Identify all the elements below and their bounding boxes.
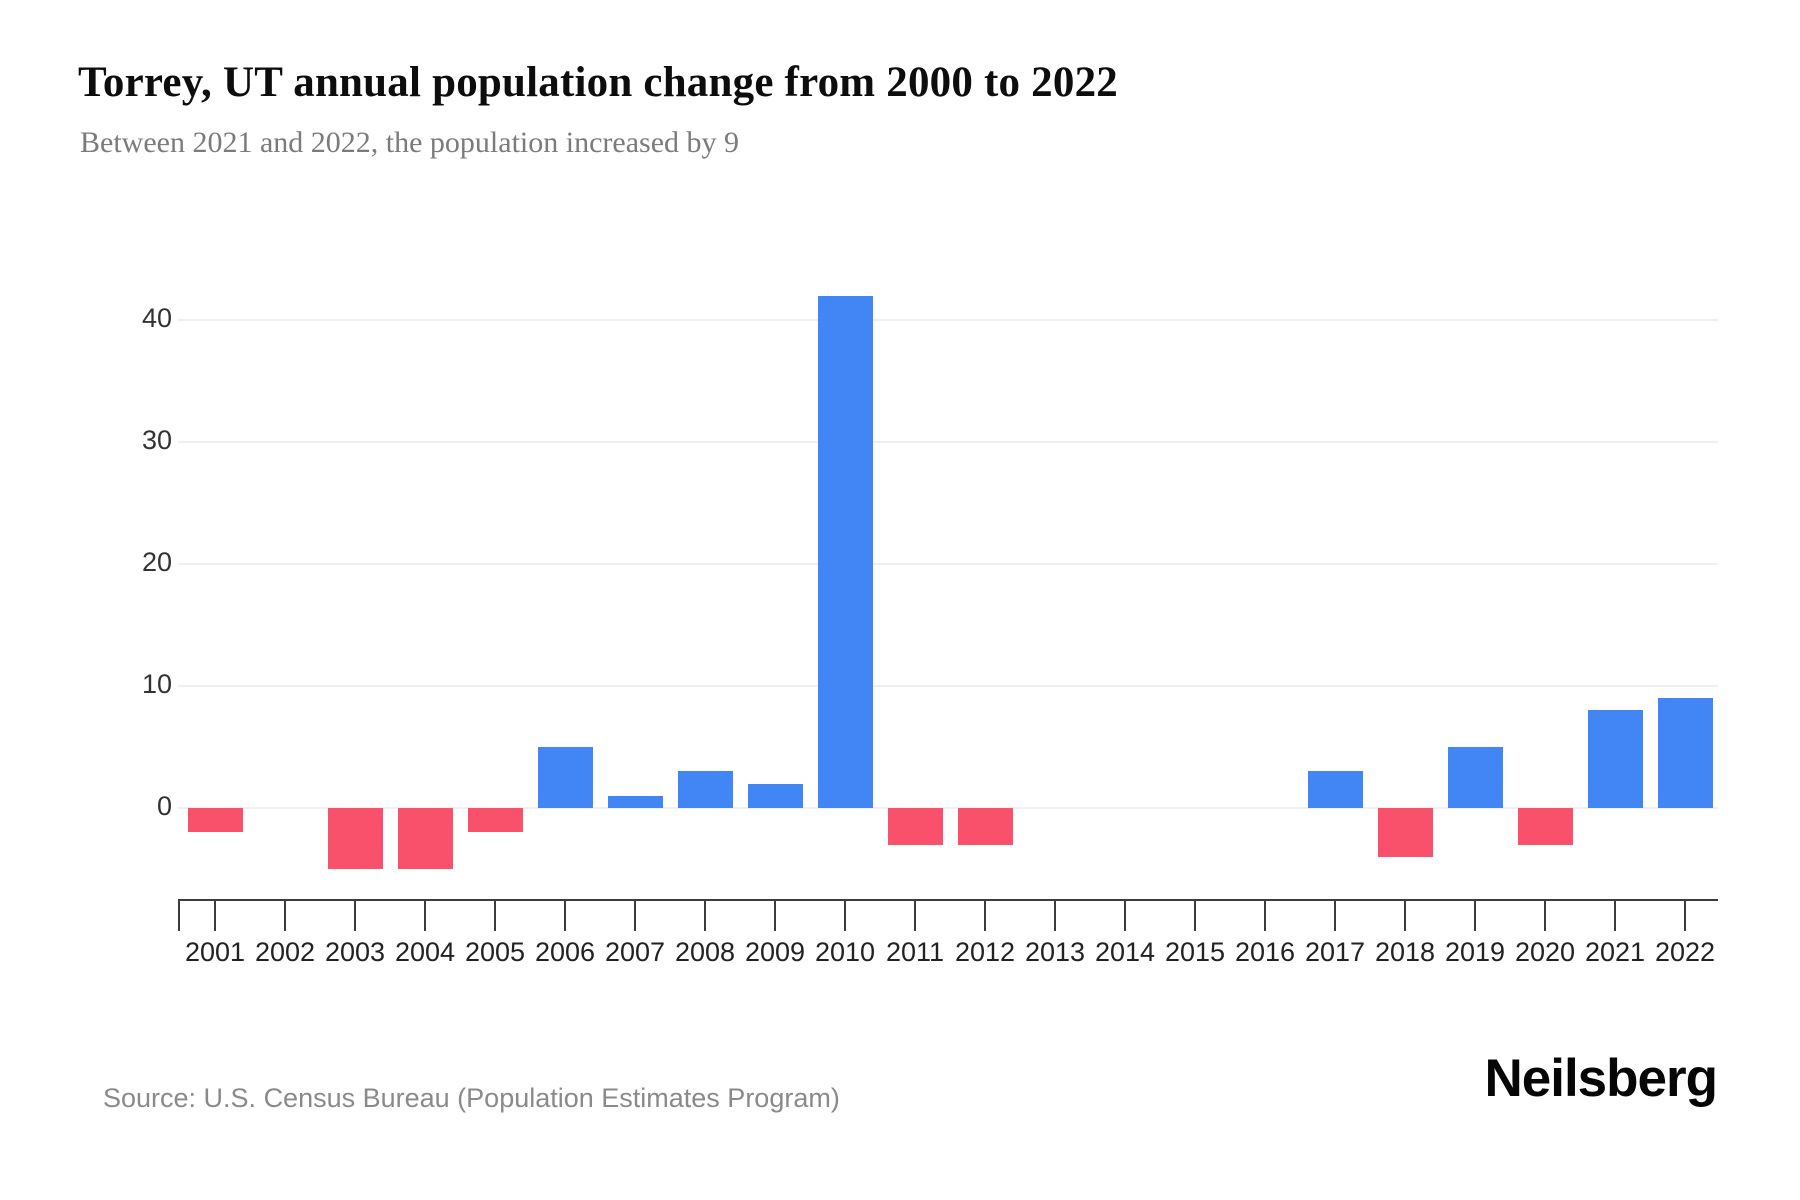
y-tick-label-0: 0 xyxy=(156,791,172,821)
chart-title: Torrey, UT annual population change from… xyxy=(78,59,1118,106)
bar-2021 xyxy=(1587,710,1643,808)
bar-2007 xyxy=(607,795,663,808)
x-tick-2017 xyxy=(1334,899,1336,931)
gridline-10 xyxy=(178,685,1718,687)
x-tick-label-2011: 2011 xyxy=(885,937,945,967)
gridline-30 xyxy=(178,441,1718,443)
chart-subtitle: Between 2021 and 2022, the population in… xyxy=(80,126,740,159)
x-tick-2015 xyxy=(1194,899,1196,931)
bar-2018 xyxy=(1377,808,1433,857)
x-tick-label-2005: 2005 xyxy=(464,937,526,967)
gridline-40 xyxy=(178,319,1718,321)
x-tick-label-2004: 2004 xyxy=(394,937,456,967)
x-tick-2008 xyxy=(704,899,706,931)
x-axis-line xyxy=(178,899,1718,901)
bar-2005 xyxy=(467,808,523,833)
bar-2009 xyxy=(747,783,803,808)
x-tick-label-2013: 2013 xyxy=(1024,937,1086,967)
x-tick-2021 xyxy=(1614,899,1616,931)
x-tick-label-2010: 2010 xyxy=(814,937,876,967)
y-tick-label-30: 30 xyxy=(141,425,172,455)
gridline-20 xyxy=(178,563,1718,565)
bar-2017 xyxy=(1307,771,1363,808)
x-tick-label-2003: 2003 xyxy=(324,937,386,967)
x-tick-label-2021: 2021 xyxy=(1584,937,1646,967)
x-tick-2010 xyxy=(844,899,846,931)
bar-2011 xyxy=(887,808,943,845)
x-tick-label-2018: 2018 xyxy=(1374,937,1436,967)
y-tick-label-40: 40 xyxy=(141,303,172,333)
x-tick-2020 xyxy=(1544,899,1546,931)
bar-2019 xyxy=(1447,747,1503,808)
x-tick-2007 xyxy=(634,899,636,931)
bar-2012 xyxy=(957,808,1013,845)
x-tick-2001 xyxy=(214,899,216,931)
x-tick-2012 xyxy=(984,899,986,931)
x-tick-label-2009: 2009 xyxy=(744,937,806,967)
x-tick-label-2006: 2006 xyxy=(534,937,596,967)
x-tick-2003 xyxy=(354,899,356,931)
y-tick-label-20: 20 xyxy=(141,547,172,577)
x-tick-label-2012: 2012 xyxy=(954,937,1016,967)
x-tick-label-2001: 2001 xyxy=(184,937,246,967)
brand-logo: Neilsberg xyxy=(1484,1049,1718,1108)
x-tick-2011 xyxy=(914,899,916,931)
x-tick-label-2019: 2019 xyxy=(1444,937,1506,967)
x-tick-2004 xyxy=(424,899,426,931)
y-tick-label-10: 10 xyxy=(141,669,172,699)
source-note: Source: U.S. Census Bureau (Population E… xyxy=(103,1083,840,1113)
bar-2003 xyxy=(327,808,383,869)
x-tick-2006 xyxy=(564,899,566,931)
x-tick-2005 xyxy=(494,899,496,931)
bar-2004 xyxy=(397,808,453,869)
x-tick-2022 xyxy=(1684,899,1686,931)
x-tick-label-2015: 2015 xyxy=(1164,937,1226,967)
bar-2010 xyxy=(817,295,873,808)
x-tick-label-2022: 2022 xyxy=(1654,937,1716,967)
bar-2022 xyxy=(1657,698,1713,808)
gridline-0 xyxy=(178,807,1718,809)
x-tick-label-2002: 2002 xyxy=(254,937,316,967)
bar-2008 xyxy=(677,771,733,808)
x-tick-2016 xyxy=(1264,899,1266,931)
x-tick-label-2014: 2014 xyxy=(1094,937,1156,967)
x-tick-label-2008: 2008 xyxy=(674,937,736,967)
x-tick-2014 xyxy=(1124,899,1126,931)
x-tick-2002 xyxy=(284,899,286,931)
x-tick-2009 xyxy=(774,899,776,931)
x-tick-label-2020: 2020 xyxy=(1514,937,1576,967)
x-tick-start xyxy=(178,899,180,931)
x-tick-label-2007: 2007 xyxy=(604,937,666,967)
x-tick-2018 xyxy=(1404,899,1406,931)
x-tick-label-2017: 2017 xyxy=(1304,937,1366,967)
x-tick-label-2016: 2016 xyxy=(1234,937,1296,967)
bar-2006 xyxy=(537,747,593,808)
bar-2001 xyxy=(187,808,243,833)
bar-2020 xyxy=(1517,808,1573,845)
x-tick-2013 xyxy=(1054,899,1056,931)
x-tick-2019 xyxy=(1474,899,1476,931)
